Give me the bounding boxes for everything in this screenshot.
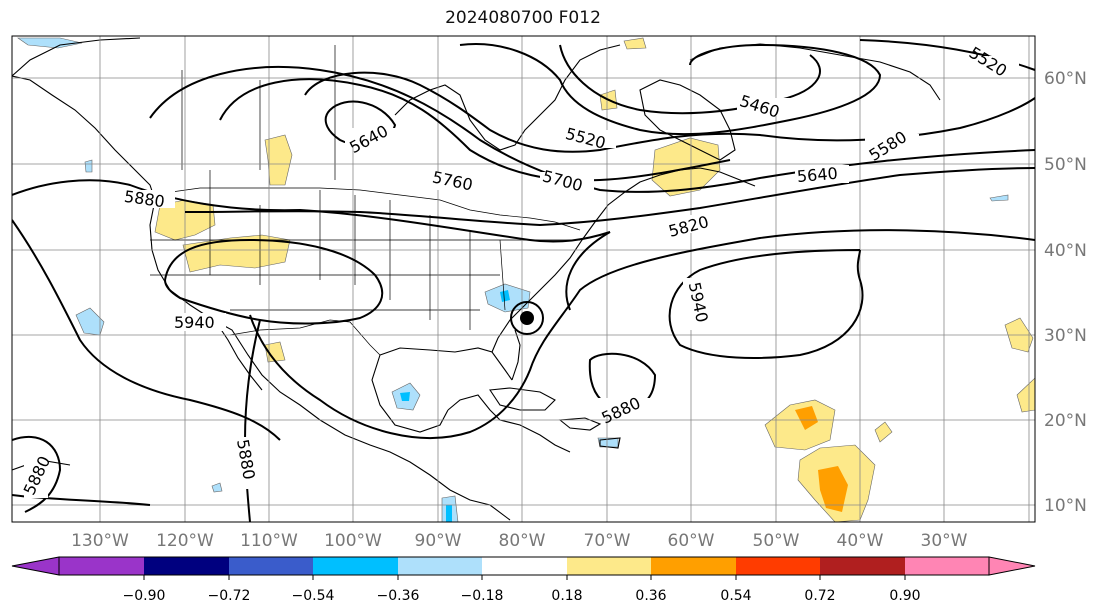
lat-label: 50°N [1044,155,1087,175]
storm-center-marker [520,311,534,325]
anomaly-fill [17,37,1035,522]
colorbar-segment [59,557,144,575]
height-contours [12,39,1035,522]
lon-label: 130°W [71,531,129,551]
colorbar-tick-label: −0.72 [208,588,251,604]
colorbar-tick-label: −0.90 [123,588,166,604]
colorbar-segment [820,557,905,575]
colorbar-extend-high [988,556,1036,576]
colorbar-tick-label: 0.72 [804,588,835,604]
colorbar-tick-label: 0.18 [551,588,582,604]
colorbar-extend-low [11,556,60,576]
colorbar-segment [229,557,313,575]
contour-label: 5460 [737,91,782,122]
colorbar-segment [144,557,229,575]
lon-label: 80°W [499,531,546,551]
colorbar-segment [313,557,398,575]
contour-label: 5940 [174,313,215,332]
colorbar: −0.90 −0.72 −0.54 −0.36 −0.18 0.18 0.36 … [11,556,1036,604]
contour-labels: 5880 5640 5760 5700 5520 5460 5520 5580 … [20,43,1019,498]
colorbar-tick-label: 0.90 [889,588,920,604]
lon-label: 110°W [240,531,298,551]
colorbar-segment [736,557,820,575]
lon-label: 30°W [921,531,968,551]
colorbar-tick-label: −0.36 [377,588,420,604]
map-frame [11,35,1036,523]
lon-label: 100°W [324,531,382,551]
latitude-labels: 60°N 50°N 40°N 30°N 20°N 10°N [1044,69,1087,516]
colorbar-tick-label: −0.18 [461,588,504,604]
lon-label: 60°W [668,531,715,551]
longitude-labels: 130°W 120°W 110°W 100°W 90°W 80°W 70°W 6… [71,531,968,551]
lat-label: 60°N [1044,69,1087,89]
contour-label: 5700 [540,166,584,195]
colorbar-segment [398,557,482,575]
colorbar-segment [651,557,736,575]
contour-label: 5520 [966,43,1011,81]
colorbar-segment [905,557,989,575]
colorbar-tick-label: −0.54 [292,588,335,604]
map-title: 2024080700 F012 [445,8,601,28]
contour-label: 5760 [431,167,475,194]
contour-label: 5520 [564,124,608,153]
lon-label: 120°W [156,531,214,551]
lat-label: 20°N [1044,411,1087,431]
colorbar-tick-label: 0.54 [720,588,751,604]
lon-label: 40°W [837,531,884,551]
lat-label: 30°N [1044,326,1087,346]
colorbar-segment [567,557,651,575]
colorbar-segment [482,557,567,575]
lon-label: 50°W [753,531,800,551]
colorbar-tick-label: 0.36 [635,588,666,604]
lat-label: 40°N [1044,241,1087,261]
lon-label: 90°W [415,531,462,551]
lon-label: 70°W [584,531,631,551]
contour-label: 5640 [796,164,838,186]
lat-label: 10°N [1044,496,1087,516]
